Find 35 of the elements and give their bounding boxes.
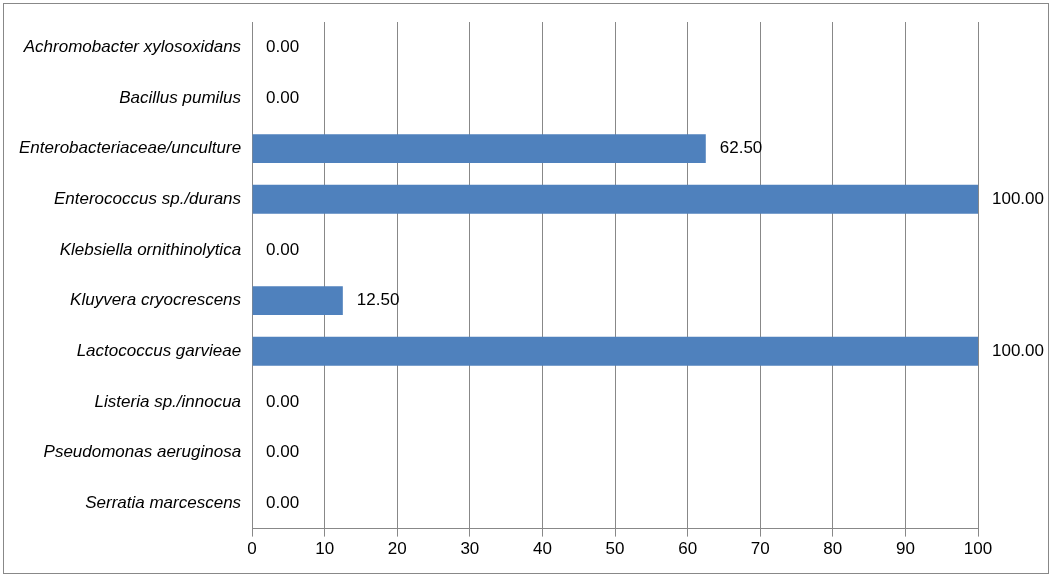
data-label: 0.00 — [266, 87, 300, 107]
y-tick-label: Enterobacteriaceae/unculture — [18, 138, 242, 158]
data-label: 0.00 — [266, 239, 300, 259]
bar — [252, 134, 706, 164]
y-tick-label: Kluyvera cryocrescens — [70, 290, 242, 310]
x-tick-label: 40 — [532, 539, 552, 559]
x-tick-label: 100 — [963, 539, 993, 559]
data-label: 100.00 — [992, 189, 1044, 208]
bar — [252, 184, 978, 214]
data-label: 12.50 — [356, 290, 400, 310]
y-tick-label: Lactococcus garvieae — [76, 341, 242, 361]
x-tick-label: 50 — [605, 539, 625, 559]
data-label: 62.50 — [719, 138, 763, 158]
x-tick-label: 70 — [750, 539, 770, 559]
data-label: 0.00 — [266, 442, 300, 462]
x-tick-label: 0 — [247, 539, 257, 559]
y-tick-label: Achromobacter xylosoxidans — [22, 37, 242, 57]
x-tick-label: 90 — [895, 539, 915, 559]
x-tick-label: 60 — [678, 539, 698, 559]
y-tick-label: Klebsiella ornithinolytica — [59, 239, 242, 259]
y-tick-label: Bacillus pumilus — [119, 87, 242, 107]
data-label: 100.00 — [992, 340, 1044, 360]
y-tick-label: Serratia marcescens — [85, 493, 242, 512]
bar — [252, 286, 343, 316]
x-tick-label: 20 — [387, 539, 407, 559]
data-label: 0.00 — [266, 391, 300, 411]
data-label: 0.00 — [266, 492, 300, 512]
x-tick-label: 10 — [315, 539, 335, 559]
y-tick-label: Listeria sp./innocua — [94, 391, 242, 411]
data-label: 0.00 — [266, 37, 300, 57]
y-tick-label: Enterococcus sp./durans — [53, 189, 242, 209]
bar — [252, 336, 978, 366]
x-tick-label: 80 — [823, 539, 843, 559]
y-tick-label: Pseudomonas aeruginosa — [43, 442, 242, 462]
x-tick-label: 30 — [460, 539, 480, 559]
